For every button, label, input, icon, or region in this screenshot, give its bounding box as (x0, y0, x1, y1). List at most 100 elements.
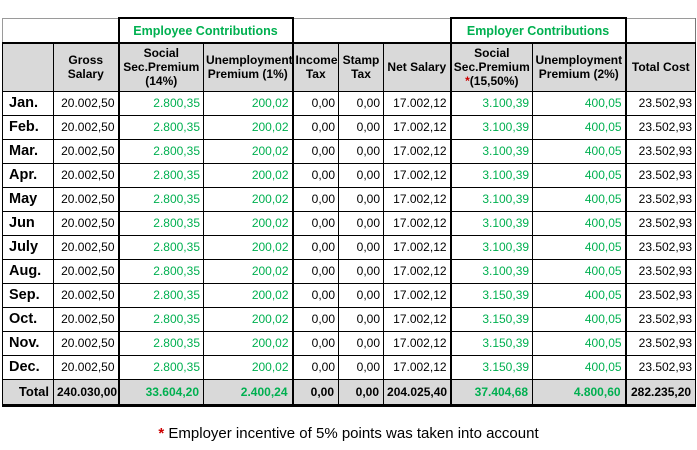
table-row: Aug. 20.002,50 2.800,35 200,02 0,00 0,00… (2, 258, 697, 284)
employer-unemployment-cell: 400,05 (532, 138, 627, 164)
group-header-row: Employee Contributions Employer Contribu… (2, 17, 697, 44)
employee-unemployment-cell: 200,02 (202, 90, 294, 116)
employer-social-cell: 3.100,39 (449, 90, 534, 116)
gross-salary-cell: 20.002,50 (53, 306, 119, 332)
gross-salary-cell: 20.002,50 (53, 114, 119, 140)
month-label: Dec. (2, 354, 54, 380)
employer-social-cell: 3.100,39 (449, 186, 534, 212)
income-tax-cell: 0,00 (292, 90, 340, 116)
employee-social-cell: 2.800,35 (117, 114, 204, 140)
income-tax-cell: 0,00 (292, 258, 340, 284)
income-tax-cell: 0,00 (292, 138, 340, 164)
total-cost-cell: 23.502,93 (625, 162, 697, 188)
employee-social-cell: 2.800,35 (117, 234, 204, 260)
employer-social-cell: 3.150,39 (449, 282, 534, 308)
column-header-total-cost: Total Cost (625, 42, 697, 92)
month-label: Sep. (2, 282, 54, 308)
employer-social-rate: (15,50%) (469, 74, 519, 89)
employee-social-cell: 2.800,35 (117, 90, 204, 116)
employee-unemployment-cell: 200,02 (202, 330, 294, 356)
net-salary-cell: 17.002,12 (383, 90, 452, 116)
employer-social-cell: 3.150,39 (449, 354, 534, 380)
footnote: * Employer incentive of 5% points was ta… (0, 425, 697, 442)
table-body: Jan. 20.002,50 2.800,35 200,02 0,00 0,00… (2, 90, 697, 380)
employer-unemployment-cell: 400,05 (532, 210, 627, 236)
employer-unemployment-cell: 400,05 (532, 186, 627, 212)
table-row: July 20.002,50 2.800,35 200,02 0,00 0,00… (2, 234, 697, 260)
total-stamp-tax-cell: 0,00 (338, 378, 385, 407)
employer-social-cell: 3.100,39 (449, 258, 534, 284)
stamp-tax-cell: 0,00 (338, 186, 385, 212)
table-row: Feb. 20.002,50 2.800,35 200,02 0,00 0,00… (2, 114, 697, 140)
month-label: Oct. (2, 306, 54, 332)
gross-salary-cell: 20.002,50 (53, 282, 119, 308)
employee-social-cell: 2.800,35 (117, 138, 204, 164)
gross-salary-cell: 20.002,50 (53, 90, 119, 116)
salary-table: Employee Contributions Employer Contribu… (2, 17, 697, 407)
stamp-tax-cell: 0,00 (338, 330, 385, 356)
employer-social-cell: 3.100,39 (449, 138, 534, 164)
stamp-tax-cell: 0,00 (338, 282, 385, 308)
stamp-tax-cell: 0,00 (338, 90, 385, 116)
net-salary-cell: 17.002,12 (383, 306, 452, 332)
table-row: Nov. 20.002,50 2.800,35 200,02 0,00 0,00… (2, 330, 697, 356)
column-header-month (2, 42, 54, 92)
column-header-net-salary: Net Salary (383, 42, 452, 92)
net-salary-cell: 17.002,12 (383, 138, 452, 164)
stamp-tax-cell: 0,00 (338, 138, 385, 164)
employee-social-cell: 2.800,35 (117, 282, 204, 308)
table-row: Apr. 20.002,50 2.800,35 200,02 0,00 0,00… (2, 162, 697, 188)
gross-salary-cell: 20.002,50 (53, 186, 119, 212)
income-tax-cell: 0,00 (292, 234, 340, 260)
stamp-tax-cell: 0,00 (338, 306, 385, 332)
group-header-spacer-middle (292, 17, 451, 44)
total-row: Total 240.030,00 33.604,20 2.400,24 0,00… (2, 378, 697, 407)
employer-social-footnote-asterisk: * (465, 74, 470, 89)
gross-salary-cell: 20.002,50 (53, 354, 119, 380)
total-income-tax-cell: 0,00 (292, 378, 340, 407)
footnote-text: Employer incentive of 5% points was take… (168, 425, 539, 442)
group-header-spacer-left (2, 17, 119, 44)
income-tax-cell: 0,00 (292, 186, 340, 212)
employee-social-cell: 2.800,35 (117, 258, 204, 284)
stamp-tax-cell: 0,00 (338, 234, 385, 260)
group-header-spacer-right (625, 17, 697, 44)
employee-social-cell: 2.800,35 (117, 330, 204, 356)
employer-unemployment-cell: 400,05 (532, 90, 627, 116)
total-employee-unemployment-cell: 2.400,24 (202, 378, 294, 407)
month-label: Feb. (2, 114, 54, 140)
net-salary-cell: 17.002,12 (383, 234, 452, 260)
employee-social-cell: 2.800,35 (117, 162, 204, 188)
employer-unemployment-cell: 400,05 (532, 354, 627, 380)
employer-unemployment-cell: 400,05 (532, 162, 627, 188)
net-salary-cell: 17.002,12 (383, 330, 452, 356)
stamp-tax-cell: 0,00 (338, 258, 385, 284)
employer-social-cell: 3.100,39 (449, 114, 534, 140)
table-row: May 20.002,50 2.800,35 200,02 0,00 0,00 … (2, 186, 697, 212)
employee-social-cell: 2.800,35 (117, 210, 204, 236)
month-label: May (2, 186, 54, 212)
total-cost-cell: 282.235,20 (625, 378, 697, 407)
table-row: Oct. 20.002,50 2.800,35 200,02 0,00 0,00… (2, 306, 697, 332)
month-label: Jan. (2, 90, 54, 116)
employer-unemployment-cell: 400,05 (532, 306, 627, 332)
employee-social-cell: 2.800,35 (117, 186, 204, 212)
table-row: Dec. 20.002,50 2.800,35 200,02 0,00 0,00… (2, 354, 697, 380)
total-cost-cell: 23.502,93 (625, 258, 697, 284)
gross-salary-cell: 20.002,50 (53, 210, 119, 236)
column-header-income-tax: Income Tax (292, 42, 340, 92)
stamp-tax-cell: 0,00 (338, 162, 385, 188)
employer-social-cell: 3.150,39 (449, 330, 534, 356)
net-salary-cell: 17.002,12 (383, 186, 452, 212)
total-cost-cell: 23.502,93 (625, 138, 697, 164)
net-salary-cell: 17.002,12 (383, 162, 452, 188)
month-label: July (2, 234, 54, 260)
income-tax-cell: 0,00 (292, 306, 340, 332)
net-salary-cell: 17.002,12 (383, 210, 452, 236)
column-header-employee-unemployment: Unemployment Premium (1%) (202, 42, 294, 92)
total-net-salary-cell: 204.025,40 (383, 378, 452, 407)
total-label: Total (2, 378, 54, 407)
net-salary-cell: 17.002,12 (383, 114, 452, 140)
employee-unemployment-cell: 200,02 (202, 210, 294, 236)
